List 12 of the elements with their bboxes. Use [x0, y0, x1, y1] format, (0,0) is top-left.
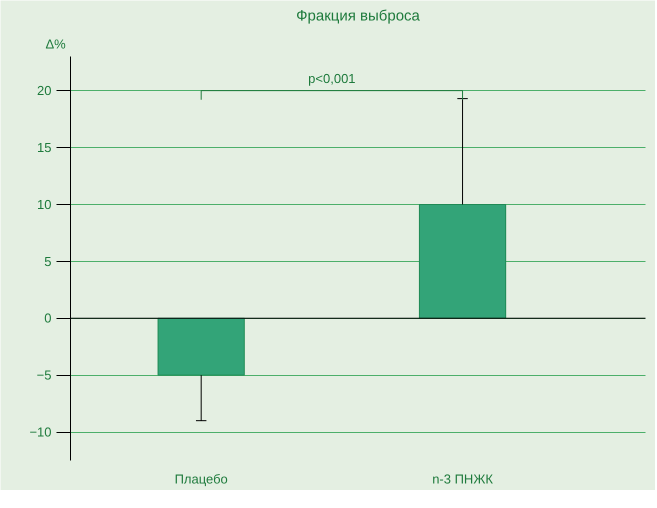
y-tick-label: 5: [44, 254, 52, 269]
x-tick-label: n-3 ПНЖК: [432, 472, 494, 486]
x-tick-label: Плацебо: [174, 472, 228, 486]
y-tick-label: −10: [29, 424, 52, 440]
y-tick-label: 20: [37, 83, 52, 98]
y-axis-title: Δ%: [46, 36, 66, 52]
annotation: p<0,001: [308, 71, 356, 86]
y-tick-label: 0: [44, 310, 52, 326]
y-tick-label: 15: [37, 140, 52, 156]
chart-title: Фракция выброса: [296, 8, 421, 24]
y-tick-label: −5: [36, 368, 52, 383]
y-tick-label: 10: [37, 196, 52, 212]
